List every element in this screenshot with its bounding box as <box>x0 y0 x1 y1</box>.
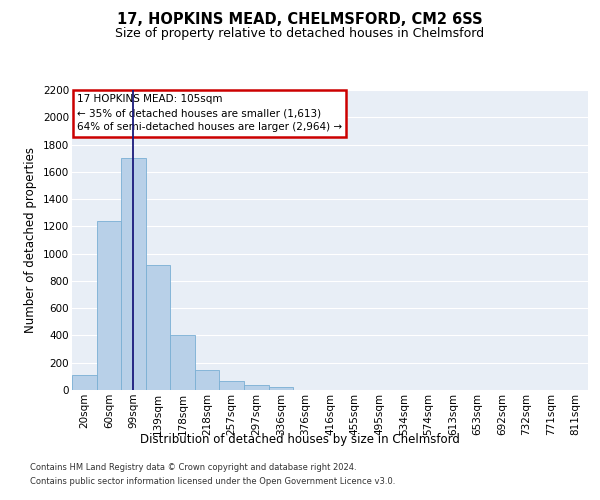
Bar <box>170 336 195 390</box>
Bar <box>195 370 220 390</box>
Text: Size of property relative to detached houses in Chelmsford: Size of property relative to detached ho… <box>115 28 485 40</box>
Text: Distribution of detached houses by size in Chelmsford: Distribution of detached houses by size … <box>140 432 460 446</box>
Text: 17 HOPKINS MEAD: 105sqm
← 35% of detached houses are smaller (1,613)
64% of semi: 17 HOPKINS MEAD: 105sqm ← 35% of detache… <box>77 94 342 132</box>
Bar <box>244 385 269 390</box>
Y-axis label: Number of detached properties: Number of detached properties <box>25 147 37 333</box>
Bar <box>72 375 97 390</box>
Bar <box>146 264 170 390</box>
Text: Contains HM Land Registry data © Crown copyright and database right 2024.: Contains HM Land Registry data © Crown c… <box>30 464 356 472</box>
Bar <box>220 381 244 390</box>
Text: 17, HOPKINS MEAD, CHELMSFORD, CM2 6SS: 17, HOPKINS MEAD, CHELMSFORD, CM2 6SS <box>117 12 483 28</box>
Text: Contains public sector information licensed under the Open Government Licence v3: Contains public sector information licen… <box>30 477 395 486</box>
Bar <box>269 386 293 390</box>
Bar <box>97 221 121 390</box>
Bar <box>121 158 146 390</box>
